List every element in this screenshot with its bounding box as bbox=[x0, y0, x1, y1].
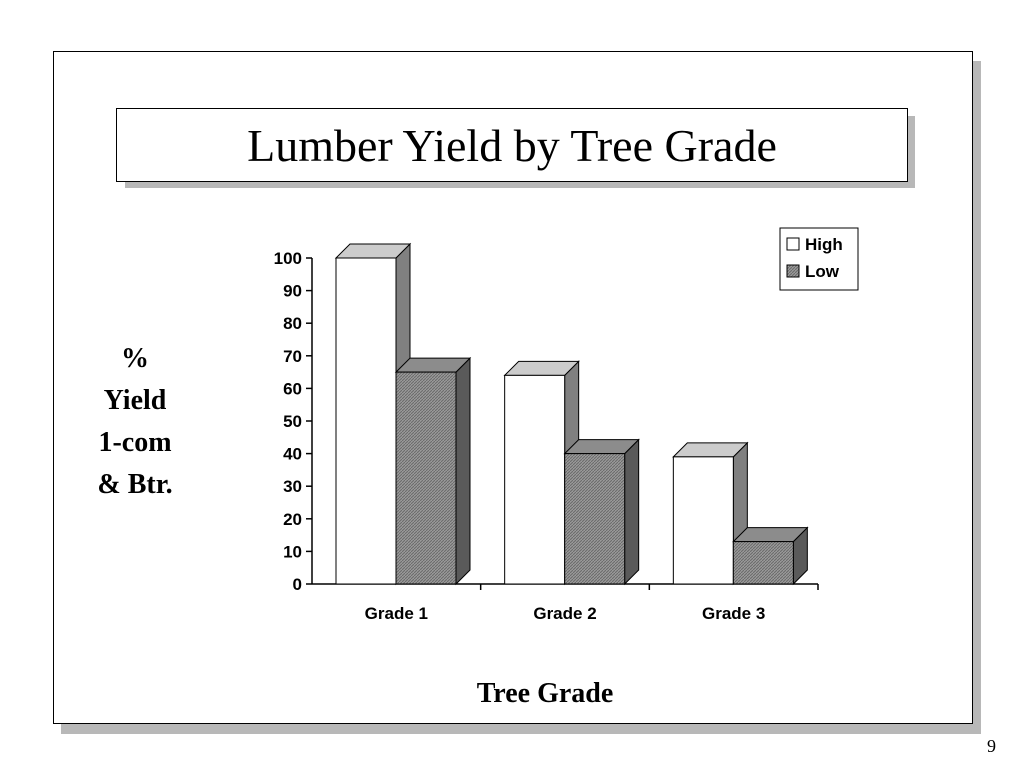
y-tick-label: 60 bbox=[283, 379, 302, 398]
bar-front bbox=[395, 371, 457, 585]
legend-label: Low bbox=[805, 262, 840, 281]
bar-side bbox=[624, 438, 640, 586]
y-tick-label: 100 bbox=[274, 249, 302, 268]
y-axis-label-line: Yield bbox=[103, 385, 167, 416]
bar-front bbox=[335, 257, 397, 585]
bars-layer bbox=[334, 242, 809, 586]
y-axis-label: % Yield 1-com & Btr. bbox=[70, 338, 200, 506]
bar-front bbox=[672, 456, 734, 585]
bar-high bbox=[672, 441, 749, 586]
y-tick-label: 0 bbox=[293, 575, 302, 594]
legend-swatch-low bbox=[786, 264, 800, 278]
y-tick-label: 20 bbox=[283, 510, 302, 529]
legend-swatch-high bbox=[786, 237, 800, 251]
y-axis-label-line: & Btr. bbox=[97, 469, 173, 500]
bar-side bbox=[455, 356, 471, 586]
legend-label: High bbox=[805, 235, 843, 254]
legend: High Low bbox=[779, 227, 859, 291]
bar-front bbox=[504, 374, 566, 585]
bar-front bbox=[564, 453, 626, 585]
y-tick-label: 10 bbox=[283, 542, 302, 561]
slide-title: Lumber Yield by Tree Grade bbox=[116, 108, 908, 182]
y-tick-label: 40 bbox=[283, 445, 302, 464]
page-number: 9 bbox=[987, 736, 996, 756]
y-axis-label-line: 1-com bbox=[98, 427, 172, 458]
x-tick-label: Grade 1 bbox=[365, 604, 428, 623]
y-tick-label: 50 bbox=[283, 412, 302, 431]
y-axis-label-line: % bbox=[121, 343, 149, 374]
x-tick-label: Grade 2 bbox=[533, 604, 596, 623]
bar-low bbox=[394, 356, 472, 586]
x-axis-label: Tree Grade bbox=[476, 678, 614, 709]
bar-low bbox=[732, 526, 809, 586]
bar-low bbox=[563, 438, 640, 586]
y-tick-label: 90 bbox=[283, 282, 302, 301]
y-tick-label: 30 bbox=[283, 477, 302, 496]
bar-front bbox=[732, 541, 794, 585]
x-tick-label: Grade 3 bbox=[702, 604, 765, 623]
y-tick-label: 70 bbox=[283, 347, 302, 366]
y-tick-label: 80 bbox=[283, 314, 302, 333]
